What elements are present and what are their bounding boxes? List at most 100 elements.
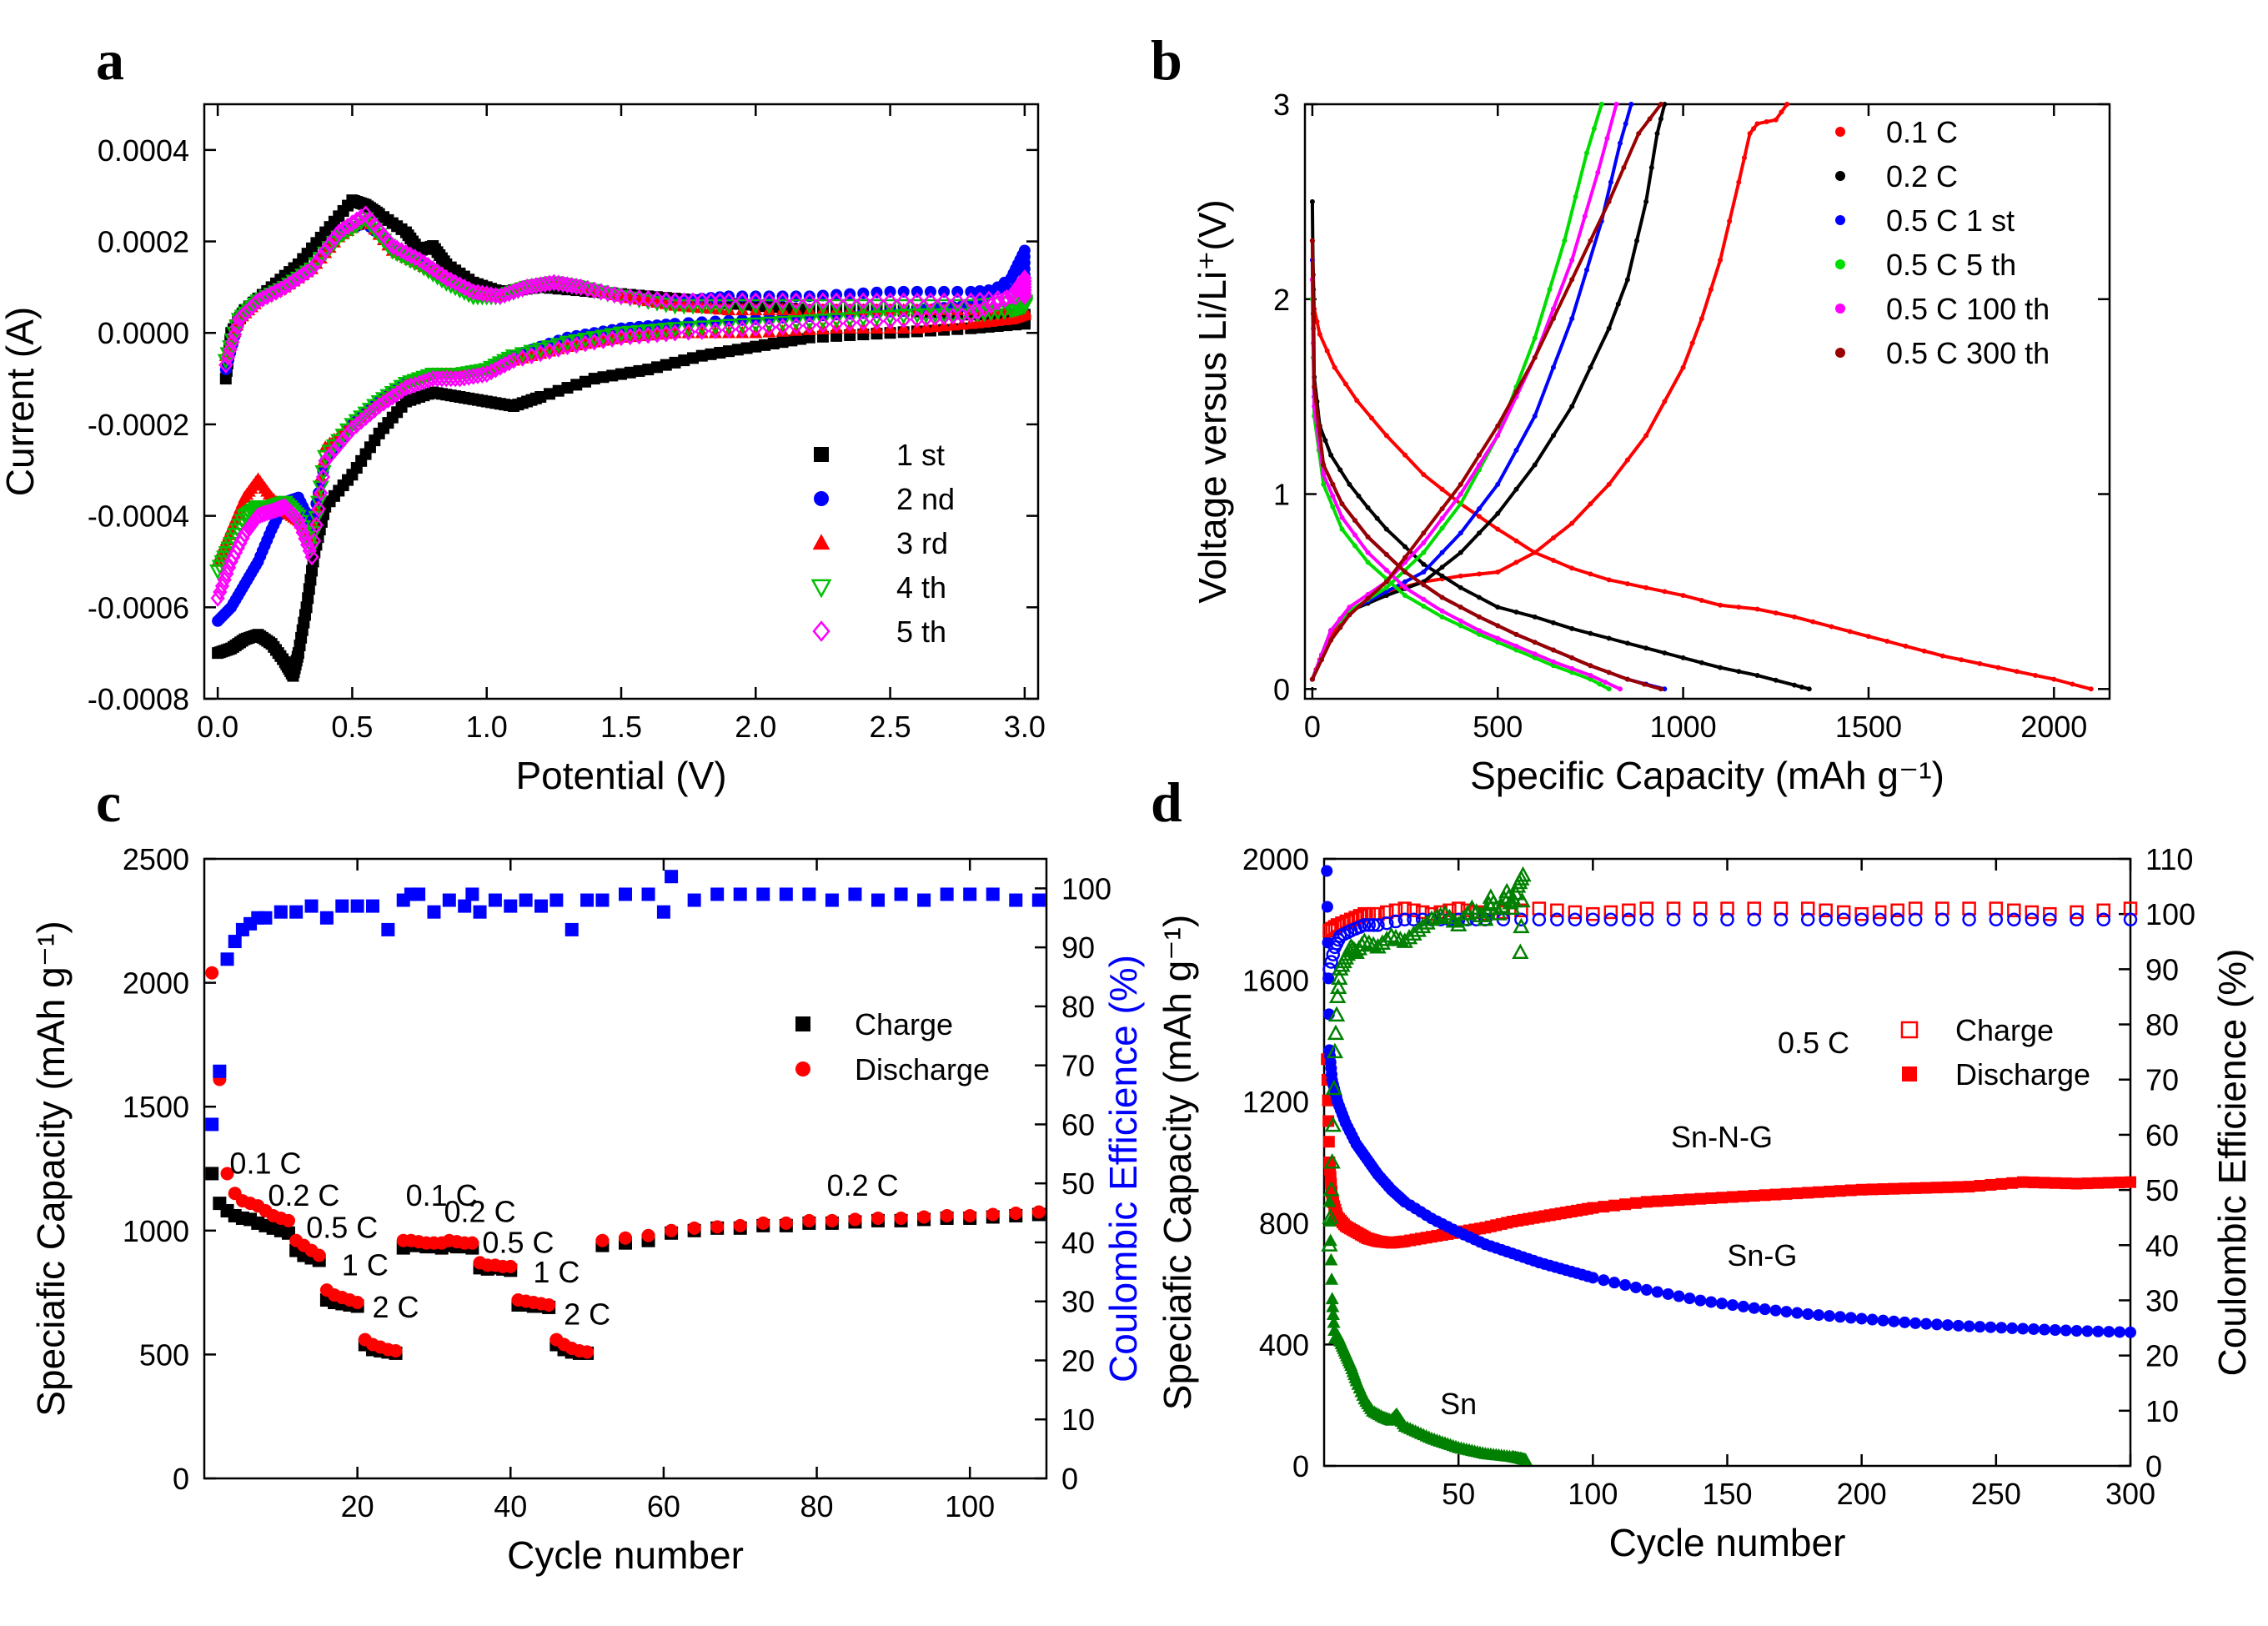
- legend-marker-1: [1835, 171, 1845, 181]
- y2-tick-label-d: 60: [2145, 1118, 2179, 1152]
- curve-point-1: [1550, 620, 1556, 625]
- data-point-sn-capacity: [1322, 1194, 1337, 1207]
- data-point-sn-g-ce: [1854, 912, 1869, 927]
- data-point-1st: [669, 356, 681, 369]
- data-point-4th: [305, 526, 323, 542]
- data-point-discharge: [756, 1216, 770, 1230]
- curve-point-0: [1477, 571, 1483, 577]
- x-tick-label-b: 0: [1304, 710, 1321, 744]
- data-point-4th: [881, 299, 899, 315]
- data-point-sn-g-capacity: [1321, 901, 1333, 913]
- curve-point-5: [1495, 423, 1501, 429]
- data-point-5th: [546, 274, 561, 292]
- data-point-sn-g-ce: [1388, 914, 1403, 929]
- data-point-sn-capacity: [1326, 1299, 1340, 1312]
- data-point-sn-n-g-capacity: [1941, 1181, 1954, 1193]
- x-axis-label-c: Cycle number: [507, 1533, 744, 1577]
- data-point-5th: [842, 292, 857, 310]
- curve-point-0: [1513, 538, 1519, 544]
- curve-point-3: [1597, 681, 1603, 687]
- curve-point-1: [1374, 515, 1380, 521]
- data-point-5th: [815, 292, 830, 310]
- data-point-4th: [747, 299, 765, 315]
- curve-point-5: [1458, 481, 1463, 487]
- curve-charge-4: [1311, 103, 1618, 680]
- data-point-discharge: [205, 966, 219, 980]
- data-point-sn-ce: [1327, 1006, 1346, 1022]
- curve-point-5: [1532, 354, 1538, 360]
- data-point-5th: [255, 289, 270, 308]
- data-point-sn-n-g-ce: [2007, 903, 2021, 918]
- x-tick-label-d: 150: [1702, 1477, 1752, 1511]
- data-point-1st: [651, 361, 664, 374]
- data-point-sn-ce: [1325, 1079, 1342, 1096]
- data-point-sn-n-g-ce: [1568, 905, 1583, 920]
- y-tick-label-a: -0.0008: [88, 682, 189, 716]
- curve-point-4: [1550, 306, 1556, 312]
- curve-point-0: [1773, 610, 1779, 616]
- curve-point-4: [1402, 585, 1408, 590]
- curve-point-1: [1458, 550, 1463, 555]
- data-point-sn-g-ce: [1836, 912, 1851, 927]
- data-point-5th: [259, 288, 274, 305]
- data-point-sn-ce: [1405, 925, 1423, 941]
- data-point-sn-g-capacity: [1321, 865, 1333, 877]
- curve-point-1: [1322, 438, 1328, 444]
- x-tick-label-d: 250: [1971, 1477, 2021, 1511]
- data-point-5th: [293, 518, 309, 535]
- data-point-sn-n-g-ce: [1908, 901, 1923, 916]
- curve-point-1: [1658, 116, 1663, 122]
- curve-point-5: [1328, 637, 1334, 643]
- curve-point-0: [1569, 565, 1575, 571]
- curve-point-1: [1513, 486, 1519, 492]
- data-point-sn-g-capacity: [1598, 1274, 1610, 1287]
- data-point-sn-ce: [1322, 1208, 1339, 1224]
- curve-point-4: [1588, 672, 1593, 678]
- legend-marker-2nd: [814, 491, 829, 506]
- curve-point-2: [1662, 686, 1668, 692]
- data-point-sn-n-g-ce: [1693, 901, 1708, 916]
- y2-tick-label-c: 90: [1061, 931, 1095, 965]
- y2-tick-label-c: 10: [1061, 1403, 1095, 1437]
- curve-point-5: [1624, 676, 1630, 682]
- curve-point-4: [1439, 515, 1445, 521]
- legend-marker-3: [1835, 259, 1845, 269]
- data-point-sn-n-g-ce: [1514, 903, 1528, 918]
- curve-point-4: [1421, 596, 1427, 602]
- data-point-1st: [759, 339, 771, 351]
- plot-frame-c: [203, 857, 1048, 1480]
- data-point-5th: [735, 292, 750, 310]
- data-point-sn-g-ce: [1514, 912, 1528, 927]
- data-point-coulombic-efficience: [258, 911, 273, 925]
- x-tick-label-a: 3.0: [1004, 710, 1046, 744]
- curve-point-0: [1680, 593, 1686, 599]
- curve-point-0: [1741, 155, 1747, 161]
- data-point-1st: [660, 359, 672, 371]
- rate-annotation: 0.5 C: [482, 1226, 554, 1260]
- data-point-sn-n-g-capacity: [1963, 1181, 1975, 1193]
- data-point-2nd: [965, 285, 977, 298]
- curve-point-5: [1421, 582, 1427, 588]
- data-point-2nd: [884, 285, 896, 298]
- data-point-sn-n-g-capacity: [1780, 1187, 1793, 1200]
- legend-label: 0.5 C 1 st: [1886, 203, 2015, 238]
- y2-tick-label-c: 20: [1061, 1343, 1095, 1378]
- data-point-coulombic-efficience: [228, 935, 242, 949]
- data-point-sn-g-capacity: [2027, 1322, 2040, 1335]
- data-point-sn-ce: [1378, 931, 1396, 946]
- data-point-sn-n-g-capacity: [1683, 1193, 1696, 1206]
- curve-point-1: [1754, 672, 1760, 678]
- y-axis-label-a: Current (A): [0, 307, 42, 496]
- data-point-coulombic-efficience: [350, 899, 364, 913]
- data-point-discharge: [986, 1207, 1000, 1222]
- data-point-coulombic-efficience: [319, 911, 334, 925]
- data-point-1st: [750, 340, 762, 353]
- data-point-4th: [734, 299, 751, 315]
- data-point-sn-n-g-capacity: [1748, 1190, 1760, 1202]
- data-point-sn-ce: [1502, 893, 1519, 910]
- data-point-5th: [389, 239, 404, 258]
- data-point-5th: [304, 548, 319, 566]
- curve-point-2: [1583, 267, 1589, 273]
- data-point-sn-g-capacity: [1737, 1300, 1749, 1312]
- curve-point-5: [1569, 655, 1575, 660]
